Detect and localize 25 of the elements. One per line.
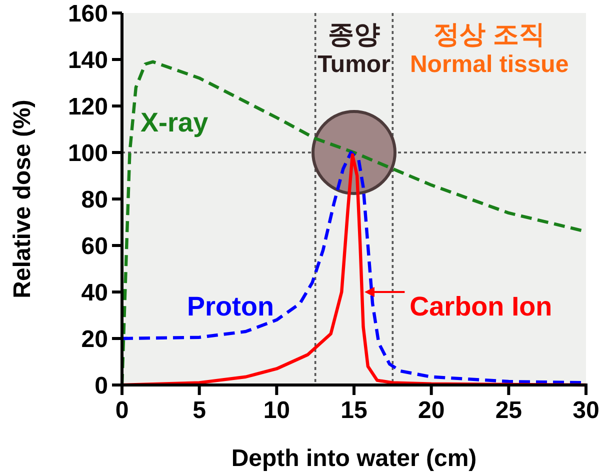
y-tick-label: 120 — [68, 94, 108, 120]
y-tick-label: 80 — [81, 186, 108, 214]
y-tick-label: 40 — [81, 280, 108, 306]
y-tick-label: 0 — [94, 372, 108, 400]
y-tick-label: 20 — [81, 326, 108, 353]
annotation: 정상 조직 — [434, 19, 545, 49]
y-tick-label: 100 — [68, 140, 108, 167]
x-tick-label: 30 — [572, 397, 600, 424]
y-tick-label: 140 — [68, 47, 108, 74]
legend-label: Carbon Ion — [410, 291, 552, 322]
y-tick-label: 160 — [68, 0, 108, 28]
x-tick-label: 10 — [263, 397, 290, 424]
annotation: Tumor — [318, 51, 390, 78]
x-tick-label: 20 — [418, 397, 445, 424]
x-tick-label: 15 — [340, 397, 368, 424]
annotation: Normal tissue — [410, 51, 569, 78]
x-tick-label: 0 — [115, 397, 129, 424]
x-tick-label: 5 — [192, 397, 206, 424]
y-tick-label: 60 — [81, 233, 108, 260]
x-axis-title: Depth into water (cm) — [231, 445, 477, 472]
x-tick-label: 25 — [495, 397, 522, 424]
series-label: X-ray — [140, 108, 208, 138]
y-axis-title: Relative dose (%) — [9, 100, 36, 298]
series-label: Proton — [186, 291, 274, 322]
annotation: 종양 — [328, 19, 380, 49]
